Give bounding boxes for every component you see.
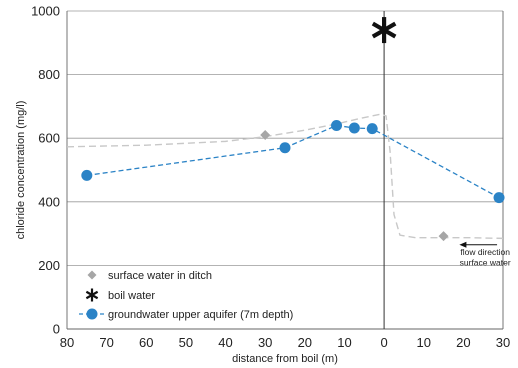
flow-annotation: surface water bbox=[460, 258, 511, 268]
x-tick-label: 0 bbox=[380, 335, 387, 350]
y-tick-label: 400 bbox=[38, 194, 60, 209]
groundwater-point bbox=[493, 192, 505, 204]
x-tick-label: 20 bbox=[456, 335, 470, 350]
groundwater-point bbox=[279, 142, 291, 154]
groundwater-point bbox=[331, 119, 343, 131]
x-tick-label: 80 bbox=[60, 335, 74, 350]
x-tick-label: 60 bbox=[139, 335, 153, 350]
surface-water-point bbox=[260, 130, 271, 141]
groundwater-point bbox=[348, 122, 360, 134]
y-axis-title: chloride concentration (mg/l) bbox=[15, 101, 27, 240]
groundwater-point bbox=[81, 169, 93, 181]
x-tick-label: 30 bbox=[496, 335, 510, 350]
x-tick-label: 30 bbox=[258, 335, 272, 350]
plot-area bbox=[67, 11, 503, 329]
boil-water-point bbox=[371, 17, 397, 44]
legend-surface-water-symbol bbox=[87, 270, 97, 280]
asterisk-arm bbox=[91, 290, 99, 296]
x-tick-label: 10 bbox=[416, 335, 430, 350]
legend-boil-water-label: boil water bbox=[108, 290, 155, 302]
legend-groundwater-label: groundwater upper aquifer (7m depth) bbox=[108, 309, 293, 321]
legend-surface-water-label: surface water in ditch bbox=[108, 270, 212, 282]
x-tick-label: 40 bbox=[218, 335, 232, 350]
y-tick-label: 0 bbox=[53, 322, 60, 337]
groundwater-point bbox=[366, 123, 378, 135]
groundwater-line bbox=[86, 124, 500, 199]
asterisk-arm bbox=[383, 21, 397, 32]
y-tick-label: 800 bbox=[38, 67, 60, 82]
legend-groundwater-symbol bbox=[86, 308, 98, 320]
y-tick-label: 600 bbox=[38, 131, 60, 146]
x-tick-label: 20 bbox=[298, 335, 312, 350]
x-tick-label: 50 bbox=[179, 335, 193, 350]
y-tick-label: 200 bbox=[38, 258, 60, 273]
flow-arrow-head bbox=[459, 241, 467, 248]
flow-annotation: flow direction bbox=[460, 247, 510, 257]
trend-curve bbox=[66, 113, 504, 240]
x-tick-label: 70 bbox=[99, 335, 113, 350]
legend-boil-water-symbol bbox=[85, 288, 99, 302]
x-axis-title: distance from boil (m) bbox=[232, 353, 338, 365]
surface-water-point bbox=[438, 231, 449, 242]
x-tick-label: 10 bbox=[337, 335, 351, 350]
y-tick-label: 1000 bbox=[31, 4, 60, 19]
